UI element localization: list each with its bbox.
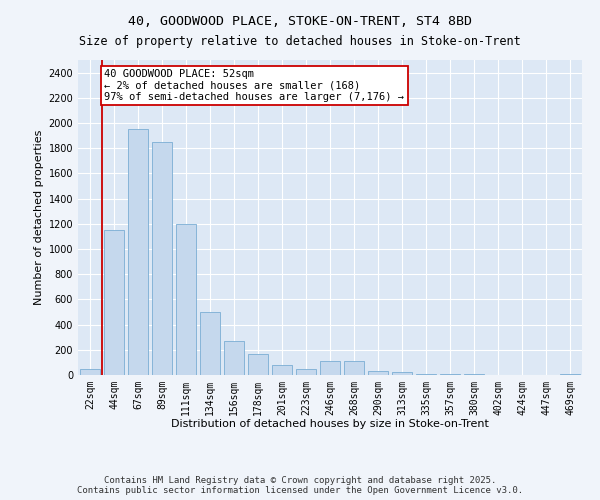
Bar bbox=[80, 368, 100, 375]
Text: Size of property relative to detached houses in Stoke-on-Trent: Size of property relative to detached ho… bbox=[79, 35, 521, 48]
Bar bbox=[224, 341, 244, 375]
Bar bbox=[296, 368, 316, 375]
Bar bbox=[392, 372, 412, 375]
Bar bbox=[320, 361, 340, 375]
Bar bbox=[464, 374, 484, 375]
Bar bbox=[368, 371, 388, 375]
Bar bbox=[200, 312, 220, 375]
Bar bbox=[128, 130, 148, 375]
Bar bbox=[248, 354, 268, 375]
Text: Contains HM Land Registry data © Crown copyright and database right 2025.
Contai: Contains HM Land Registry data © Crown c… bbox=[77, 476, 523, 495]
Bar bbox=[176, 224, 196, 375]
Y-axis label: Number of detached properties: Number of detached properties bbox=[34, 130, 44, 305]
Bar bbox=[272, 365, 292, 375]
Bar bbox=[152, 142, 172, 375]
Bar bbox=[344, 361, 364, 375]
Bar bbox=[104, 230, 124, 375]
Bar bbox=[440, 374, 460, 375]
Bar bbox=[560, 374, 580, 375]
Text: 40, GOODWOOD PLACE, STOKE-ON-TRENT, ST4 8BD: 40, GOODWOOD PLACE, STOKE-ON-TRENT, ST4 … bbox=[128, 15, 472, 28]
X-axis label: Distribution of detached houses by size in Stoke-on-Trent: Distribution of detached houses by size … bbox=[171, 420, 489, 430]
Bar bbox=[416, 374, 436, 375]
Text: 40 GOODWOOD PLACE: 52sqm
← 2% of detached houses are smaller (168)
97% of semi-d: 40 GOODWOOD PLACE: 52sqm ← 2% of detache… bbox=[104, 69, 404, 102]
